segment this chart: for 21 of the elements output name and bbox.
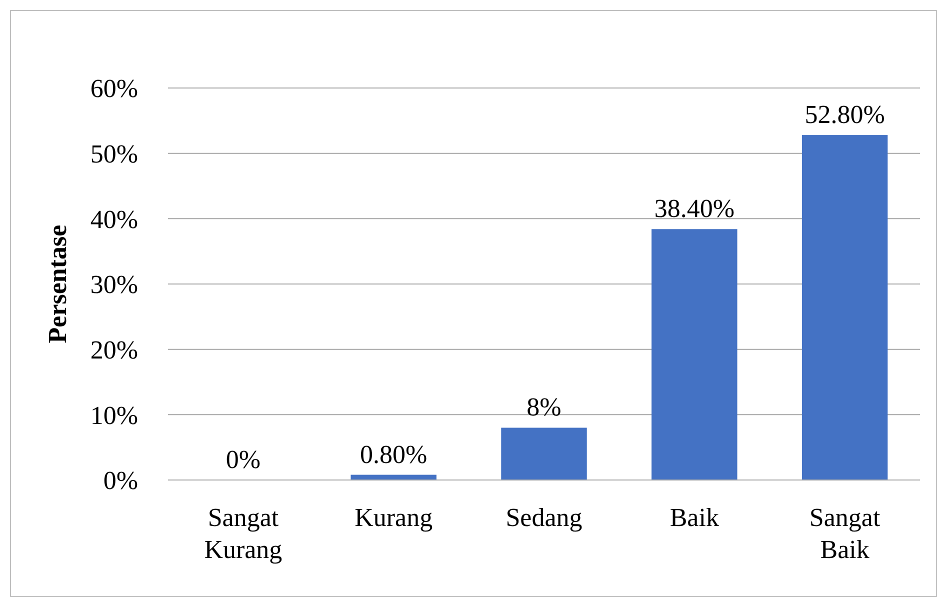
bar bbox=[652, 229, 738, 480]
bar bbox=[802, 135, 888, 480]
y-axis-title: Persentase bbox=[43, 224, 72, 344]
x-tick-label: Sedang bbox=[506, 503, 582, 532]
y-tick-label: 50% bbox=[90, 139, 138, 168]
bar bbox=[501, 428, 587, 480]
x-tick-label: Sangat Baik bbox=[809, 503, 881, 564]
y-tick-label: 10% bbox=[90, 400, 138, 430]
y-tick-label: 0% bbox=[103, 466, 138, 496]
data-label: 8% bbox=[526, 392, 562, 422]
data-label: 38.40% bbox=[654, 194, 734, 224]
data-label: 0% bbox=[226, 445, 261, 474]
data-label: 52.80% bbox=[804, 100, 885, 130]
x-tick-label: Kurang bbox=[354, 503, 433, 532]
x-tick-label: Sangat Kurang bbox=[204, 503, 282, 564]
y-tick-label: 30% bbox=[90, 270, 138, 300]
y-tick-label: 60% bbox=[90, 74, 138, 104]
data-label: 0.80% bbox=[360, 440, 428, 469]
x-tick-label: Baik bbox=[670, 503, 719, 532]
y-tick-label: 40% bbox=[90, 204, 138, 234]
y-tick-label: 20% bbox=[90, 335, 138, 364]
